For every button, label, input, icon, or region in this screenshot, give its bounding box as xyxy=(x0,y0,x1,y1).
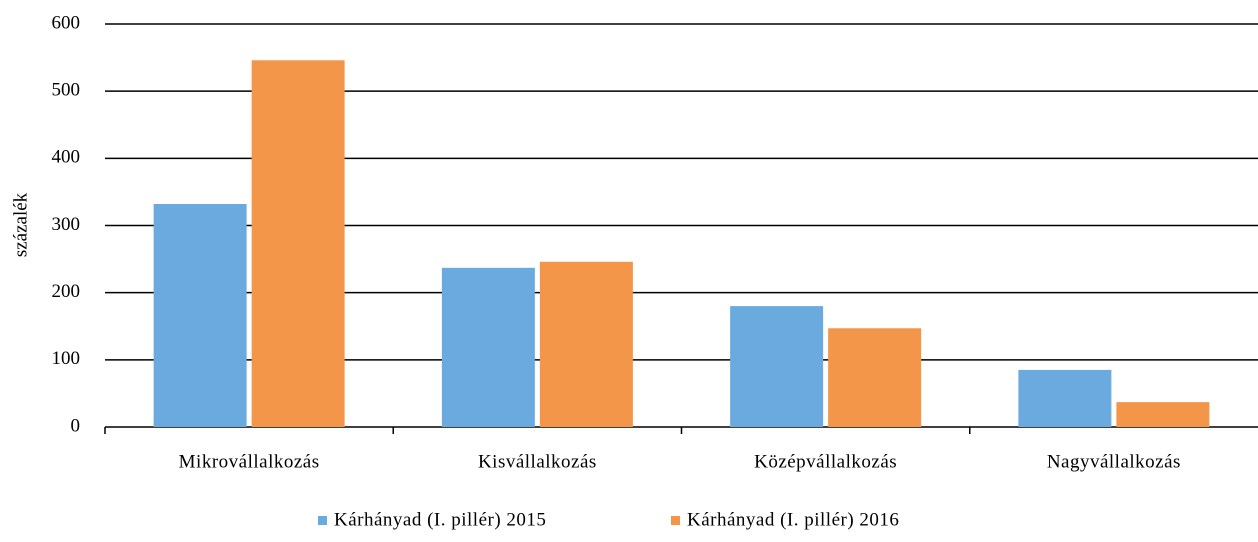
x-tick-label: Nagyvállalkozás xyxy=(1047,451,1181,472)
bar xyxy=(251,60,345,428)
legend-swatch xyxy=(318,516,327,525)
y-tick-label: 600 xyxy=(52,12,81,33)
legend-label: Kárhányad (I. pillér) 2016 xyxy=(687,509,899,530)
y-tick-label: 300 xyxy=(52,214,81,235)
bar xyxy=(730,306,824,427)
x-tick-label: Középvállalkozás xyxy=(754,451,897,472)
legend-swatch xyxy=(671,516,680,525)
bar xyxy=(1116,402,1210,427)
bar xyxy=(441,267,535,427)
legend-label: Kárhányad (I. pillér) 2015 xyxy=(334,509,546,530)
y-tick-label: 200 xyxy=(52,281,81,302)
y-tick-label: 500 xyxy=(52,80,81,101)
y-axis-label: százalék xyxy=(10,192,31,257)
bar xyxy=(828,328,922,427)
x-tick-label: Mikrovállalkozás xyxy=(179,451,320,472)
bar xyxy=(153,204,247,427)
y-tick-label: 100 xyxy=(52,348,81,369)
bar xyxy=(1018,369,1112,427)
bar xyxy=(539,261,633,427)
y-tick-label: 0 xyxy=(71,415,81,436)
y-tick-label: 400 xyxy=(52,147,81,168)
x-tick-label: Kisvállalkozás xyxy=(478,451,597,472)
